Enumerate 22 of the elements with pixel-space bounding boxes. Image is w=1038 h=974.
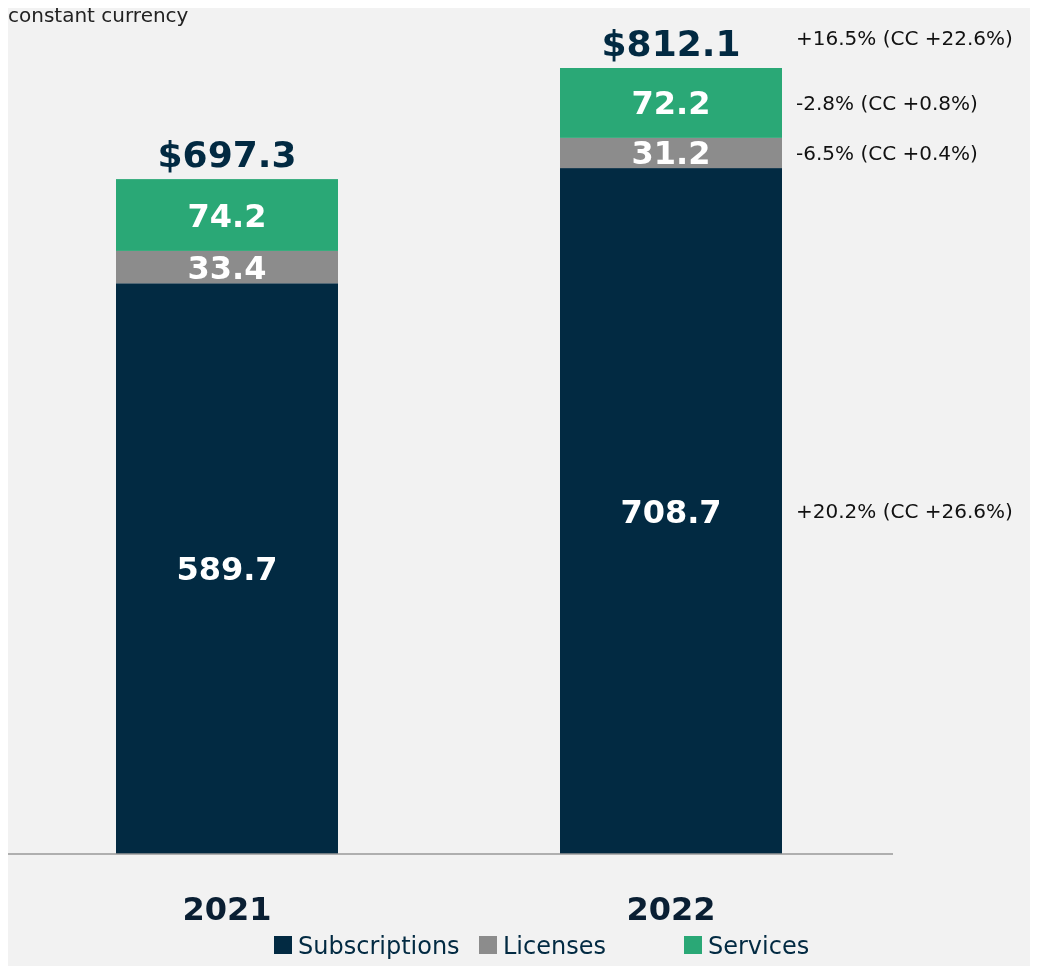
bar bbox=[116, 283, 338, 854]
annotation: -6.5% (CC +0.4%) bbox=[796, 141, 978, 166]
data-label: 74.2 bbox=[187, 196, 267, 235]
bar bbox=[560, 68, 782, 138]
annotation: +20.2% (CC +26.6%) bbox=[796, 499, 1013, 524]
annotation: -2.8% (CC +0.8%) bbox=[796, 91, 978, 116]
total-label: $697.3 bbox=[157, 134, 297, 176]
legend-label: Services bbox=[708, 932, 810, 960]
data-label: 33.4 bbox=[187, 248, 267, 287]
legend-label: Licenses bbox=[503, 932, 606, 960]
legend-label: Subscriptions bbox=[298, 932, 460, 960]
bar bbox=[560, 168, 782, 854]
data-label: 589.7 bbox=[176, 550, 278, 589]
bar bbox=[116, 179, 338, 251]
x-tick-label: 2021 bbox=[182, 890, 272, 928]
chart-subtitle: constant currency bbox=[8, 3, 189, 27]
data-label: 708.7 bbox=[620, 492, 722, 531]
data-label: 72.2 bbox=[631, 84, 711, 123]
x-tick-label: 2022 bbox=[626, 890, 716, 928]
data-label: 31.2 bbox=[631, 134, 711, 173]
text: +16.5% (CC +22.6%) bbox=[796, 26, 1013, 51]
total-label: $812.1 bbox=[601, 23, 741, 64]
